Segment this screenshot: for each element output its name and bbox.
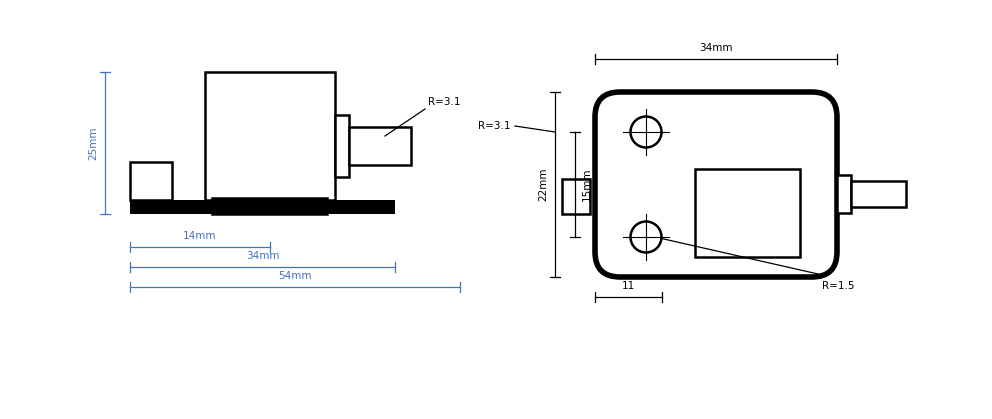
Text: R=3.1: R=3.1 <box>428 97 460 107</box>
Circle shape <box>631 222 662 253</box>
Bar <box>695 169 800 257</box>
Text: 25mm: 25mm <box>88 126 98 160</box>
Bar <box>349 127 411 165</box>
Text: 15mm: 15mm <box>582 168 592 201</box>
Text: R=1.5: R=1.5 <box>822 281 854 291</box>
Text: 22mm: 22mm <box>538 168 548 201</box>
Circle shape <box>631 116 662 147</box>
Text: 34mm: 34mm <box>699 43 733 53</box>
Text: 14mm: 14mm <box>184 231 216 241</box>
Bar <box>851 181 906 207</box>
Bar <box>335 115 349 177</box>
Text: R=3.1: R=3.1 <box>477 121 510 131</box>
Bar <box>212 198 327 214</box>
Bar <box>837 175 851 213</box>
Bar <box>130 200 395 214</box>
Bar <box>205 72 335 200</box>
Text: 34mm: 34mm <box>246 251 280 261</box>
Bar <box>130 162 172 200</box>
FancyBboxPatch shape <box>595 92 837 277</box>
Bar <box>562 179 590 214</box>
Text: 54mm: 54mm <box>278 271 311 281</box>
Text: 11: 11 <box>622 281 635 291</box>
